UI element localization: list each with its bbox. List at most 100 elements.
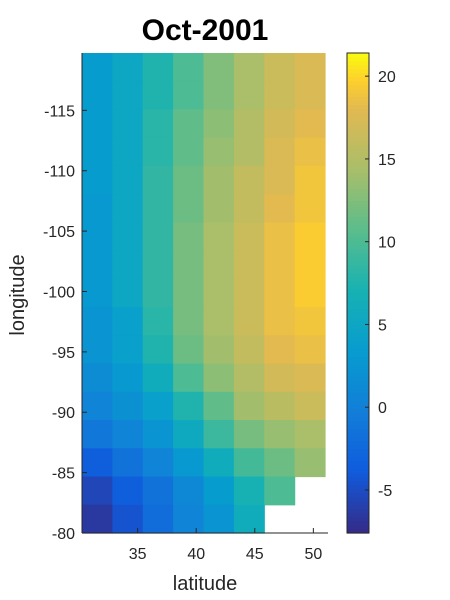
colorbar-segment xyxy=(347,517,369,522)
heatmap-cell xyxy=(142,278,174,308)
heatmap-cell xyxy=(233,53,265,82)
colorbar-segment xyxy=(347,149,369,154)
y-tick-label: -90 xyxy=(52,405,75,422)
heatmap-cells xyxy=(82,53,326,534)
colorbar-segment xyxy=(347,425,369,430)
heatmap-cell xyxy=(142,307,174,336)
colorbar-segment xyxy=(347,193,369,198)
colorbar-segment xyxy=(347,449,369,454)
colorbar-segment xyxy=(347,225,369,230)
heatmap-cell xyxy=(203,137,235,167)
colorbar-segment xyxy=(347,237,369,242)
colorbar-segment xyxy=(347,417,369,422)
colorbar-segment xyxy=(347,497,369,502)
heatmap-cell xyxy=(142,53,174,82)
heatmap-cell xyxy=(142,448,174,478)
colorbar-segment xyxy=(347,141,369,146)
colorbar-segment xyxy=(347,405,369,410)
colorbar-segment xyxy=(347,433,369,438)
y-tick-label: -105 xyxy=(43,224,75,241)
colorbar-segment xyxy=(347,93,369,98)
heatmap-cell xyxy=(233,420,265,449)
colorbar-segment xyxy=(347,61,369,66)
heatmap-cell xyxy=(173,53,205,82)
heatmap-cell xyxy=(82,194,113,224)
colorbar-segment xyxy=(347,385,369,390)
heatmap-cell xyxy=(173,420,205,449)
colorbar-tick-label: 15 xyxy=(378,152,396,169)
heatmap-cell xyxy=(142,194,174,224)
heatmap-cell xyxy=(173,278,205,308)
y-tick-label: -80 xyxy=(52,526,75,543)
heatmap-cell xyxy=(82,363,113,393)
heatmap-cell xyxy=(264,53,296,82)
heatmap-cell xyxy=(203,250,235,280)
heatmap-cell xyxy=(233,278,265,308)
heatmap-cell xyxy=(82,109,113,139)
colorbar-segment xyxy=(347,205,369,210)
heatmap-cell xyxy=(82,222,113,252)
colorbar-frame xyxy=(346,52,370,534)
heatmap-cell xyxy=(112,194,144,224)
colorbar-segment xyxy=(347,73,369,78)
colorbar-segment xyxy=(347,429,369,434)
heatmap-cell xyxy=(82,53,113,82)
colorbar-segment xyxy=(347,453,369,458)
colorbar-segment xyxy=(347,257,369,262)
colorbar-segment xyxy=(347,397,369,402)
colorbar-segment xyxy=(347,153,369,158)
colorbar-segment xyxy=(347,213,369,218)
colorbar-segment xyxy=(347,393,369,398)
heatmap-cell xyxy=(294,222,326,252)
heatmap-cell xyxy=(82,476,113,506)
colorbar-segment xyxy=(347,377,369,382)
colorbar-segment xyxy=(347,337,369,342)
heatmap-cell xyxy=(264,222,296,252)
colorbar-segment xyxy=(347,341,369,346)
heatmap-cell xyxy=(112,222,144,252)
heatmap-cell xyxy=(203,476,235,506)
heatmap-cell xyxy=(294,448,326,478)
heatmap-cell xyxy=(142,420,174,449)
colorbar-segment xyxy=(347,457,369,462)
y-tick-label: -85 xyxy=(52,466,75,483)
heatmap-cell xyxy=(142,391,174,421)
heatmap-cell xyxy=(112,137,144,167)
heatmap-cell xyxy=(264,448,296,478)
colorbar-segment xyxy=(347,373,369,378)
heatmap-cell xyxy=(142,137,174,167)
heatmap-cell xyxy=(264,81,296,111)
heatmap-cell xyxy=(264,335,296,365)
heatmap-cell xyxy=(112,278,144,308)
heatmap-cell xyxy=(173,81,205,111)
colorbar-segment xyxy=(347,125,369,130)
colorbar-segment xyxy=(347,249,369,254)
colorbar-segment xyxy=(347,85,369,90)
colorbar-segment xyxy=(347,409,369,414)
colorbar-segment xyxy=(347,69,369,74)
chart-title: Oct-2001 xyxy=(142,14,269,47)
colorbar-segment xyxy=(347,489,369,494)
colorbar-segment xyxy=(347,509,369,514)
heatmap-cell xyxy=(112,53,144,82)
colorbar-segment xyxy=(347,345,369,350)
colorbar-segment xyxy=(347,273,369,278)
heatmap-cell xyxy=(112,335,144,365)
heatmap-cell xyxy=(82,81,113,111)
colorbar-segment xyxy=(347,197,369,202)
heatmap-cell xyxy=(173,391,205,421)
heatmap-cell xyxy=(112,109,144,139)
heatmap-cell xyxy=(112,476,144,506)
heatmap-cell xyxy=(294,109,326,139)
heatmap-cell xyxy=(264,250,296,280)
heatmap-cell xyxy=(264,137,296,167)
colorbar-segment xyxy=(347,389,369,394)
heatmap-cell xyxy=(294,391,326,421)
heatmap-cell xyxy=(233,222,265,252)
heatmap-cell xyxy=(173,504,205,534)
heatmap-cell xyxy=(294,137,326,167)
heatmap-cell xyxy=(142,165,174,195)
heatmap-cell xyxy=(264,109,296,139)
heatmap-cell xyxy=(233,165,265,195)
